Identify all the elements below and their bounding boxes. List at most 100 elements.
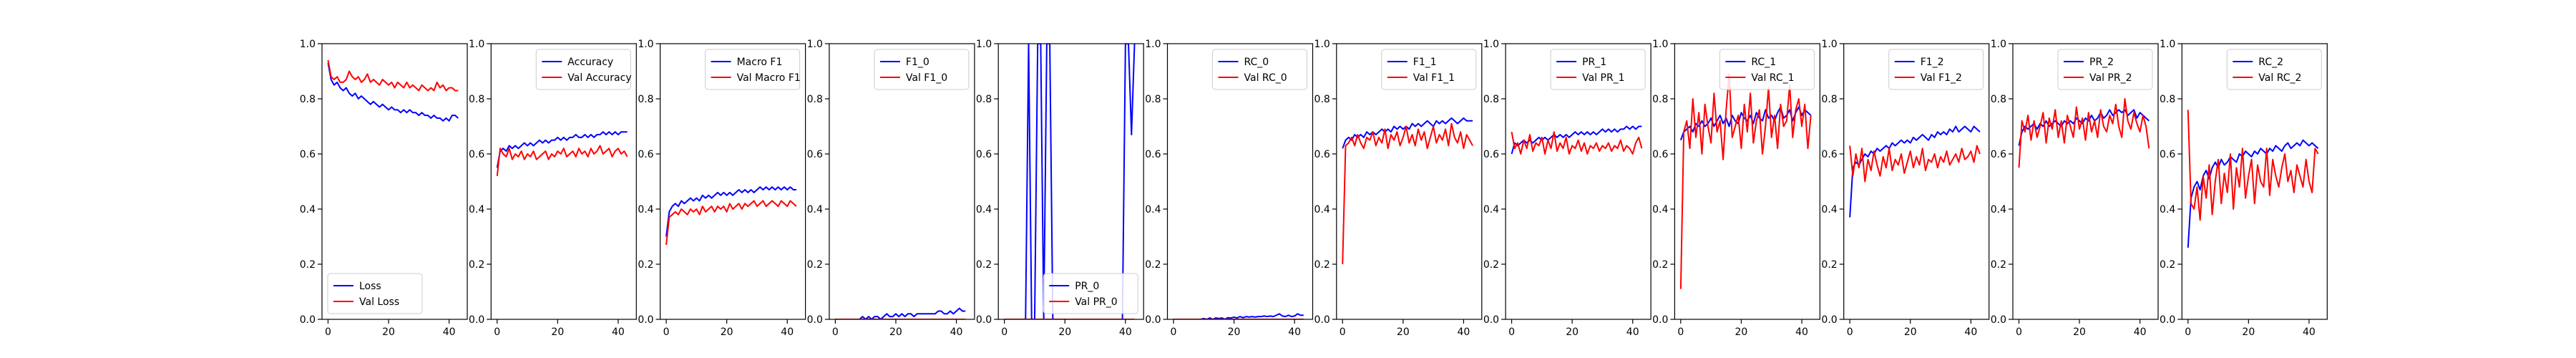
x-tick-label: 40: [1119, 326, 1132, 338]
y-tick-label: 0.8: [638, 94, 653, 105]
y-tick-label: 0.0: [300, 314, 316, 326]
series-line: [2018, 98, 2150, 168]
y-tick-label: 0.8: [807, 94, 823, 105]
x-tick-label: 0: [832, 326, 839, 338]
legend-box: [1719, 49, 1815, 90]
legend-label: Val Loss: [359, 296, 399, 308]
series-line: [1849, 145, 1981, 183]
legend-box: [705, 49, 801, 90]
axes-frame: [490, 43, 637, 320]
chart-panel: 0.0 0.2 0.4 0.6 0.8 1.0 0 20 40 PR_0 Val PR_0: [976, 39, 1144, 338]
y-tick-label: 0.8: [2160, 94, 2175, 105]
y-tick-label: 0.6: [1991, 149, 2006, 160]
x-tick-label: 0: [1677, 326, 1684, 338]
y-tick-label: 0.2: [638, 259, 653, 271]
y-tick-label: 0.4: [1821, 204, 1837, 216]
series-group: [2187, 110, 2319, 248]
y-tick-label: 0.4: [807, 204, 823, 216]
legend-label: Val Macro F1: [737, 72, 801, 84]
legend-box: [2057, 49, 2153, 90]
legend-label: PR_0: [1075, 281, 1099, 292]
y-tick-label: 0.0: [1314, 314, 1330, 326]
legend-box: [327, 273, 423, 314]
legend-label: Val F1_2: [1921, 72, 1962, 84]
series-group: [1511, 125, 1643, 155]
x-tick-label: 20: [1058, 326, 1071, 338]
legend-box: [1043, 273, 1138, 314]
legend-box: [1381, 49, 1477, 90]
y-tick-label: 0.0: [1652, 314, 1668, 326]
series-line: [1004, 44, 1136, 319]
y-tick-label: 0.8: [469, 94, 484, 105]
series-line: [496, 145, 628, 176]
chart-panel: 0.0 0.2 0.4 0.6 0.8 1.0 0 20 40 F1_0 Val F1_0: [807, 39, 975, 338]
legend-label: F1_2: [1921, 57, 1944, 68]
y-tick-label: 0.8: [1145, 94, 1161, 105]
y-tick-label: 0.2: [2160, 259, 2175, 271]
chart-panel: 0.0 0.2 0.4 0.6 0.8 1.0 0 20 40 PR_1 Val PR_1: [1483, 39, 1652, 338]
y-tick-label: 0.4: [638, 204, 653, 216]
x-tick-label: 20: [1228, 326, 1241, 338]
legend-label: Loss: [359, 281, 381, 292]
axes-frame: [1166, 43, 1314, 320]
y-tick-label: 1.0: [1991, 39, 2006, 50]
legend-box: [1888, 49, 1984, 90]
x-tick-label: 0: [494, 326, 500, 338]
y-tick-label: 0.6: [976, 149, 992, 160]
series-line: [2187, 110, 2319, 221]
series-group: [1342, 117, 1473, 265]
legend: F1_0 Val F1_0: [874, 49, 970, 90]
chart-panel: 0.0 0.2 0.4 0.6 0.8 1.0 0 20 40 F1_2 Val F1_2: [1821, 39, 1990, 338]
x-tick-label: 0: [1001, 326, 1008, 338]
series-line: [665, 186, 796, 237]
legend-label: Val RC_2: [2258, 72, 2301, 84]
series-line: [1342, 122, 1473, 265]
y-tick-label: 0.6: [300, 149, 316, 160]
y-tick-label: 0.2: [1991, 259, 2006, 271]
chart-panel: 0.0 0.2 0.4 0.6 0.8 1.0 0 20 40 PR_2 Val PR_2: [1991, 39, 2159, 338]
legend-box: [535, 49, 631, 90]
y-tick-label: 1.0: [1821, 39, 1837, 50]
x-tick-label: 0: [1340, 326, 1346, 338]
legend-label: RC_1: [1751, 57, 1776, 68]
x-tick-label: 0: [325, 326, 331, 338]
x-tick-label: 40: [781, 326, 794, 338]
x-tick-label: 40: [950, 326, 963, 338]
axes-frame: [1505, 43, 1652, 320]
y-tick-label: 0.6: [1483, 149, 1499, 160]
axes-frame: [1336, 43, 1483, 320]
x-tick-label: 20: [1904, 326, 1917, 338]
axes-frame: [659, 43, 806, 320]
y-tick-label: 1.0: [2160, 39, 2175, 50]
y-tick-label: 0.6: [469, 149, 484, 160]
legend-label: RC_2: [2258, 57, 2283, 68]
y-tick-label: 0.8: [1652, 94, 1668, 105]
y-tick-label: 0.6: [1314, 149, 1330, 160]
x-tick-label: 40: [1795, 326, 1808, 338]
x-tick-label: 0: [1508, 326, 1515, 338]
legend-box: [1550, 49, 1646, 90]
legend: F1_1 Val F1_1: [1381, 49, 1477, 90]
chart-panel: 0.0 0.2 0.4 0.6 0.8 1.0 0 20 40 Loss Val Loss: [300, 39, 468, 338]
series-line: [327, 62, 459, 122]
y-tick-label: 0.2: [1145, 259, 1161, 271]
series-group: [496, 131, 628, 176]
y-tick-label: 1.0: [1314, 39, 1330, 50]
x-tick-label: 0: [2016, 326, 2022, 338]
axes-frame: [2181, 43, 2328, 320]
y-tick-label: 0.4: [1483, 204, 1499, 216]
y-tick-label: 0.2: [1483, 259, 1499, 271]
legend-label: PR_2: [2089, 57, 2114, 68]
y-tick-label: 0.0: [2160, 314, 2175, 326]
axes-frame: [1843, 43, 1990, 320]
y-tick-label: 0.6: [638, 149, 653, 160]
y-tick-label: 0.4: [300, 204, 316, 216]
x-tick-label: 0: [1847, 326, 1853, 338]
x-tick-label: 20: [2242, 326, 2255, 338]
series-line: [835, 307, 966, 319]
x-tick-label: 40: [2134, 326, 2147, 338]
y-tick-label: 0.0: [1145, 314, 1161, 326]
legend-label: Val PR_0: [1075, 296, 1118, 308]
y-tick-label: 0.6: [2160, 149, 2175, 160]
y-tick-label: 0.6: [807, 149, 823, 160]
